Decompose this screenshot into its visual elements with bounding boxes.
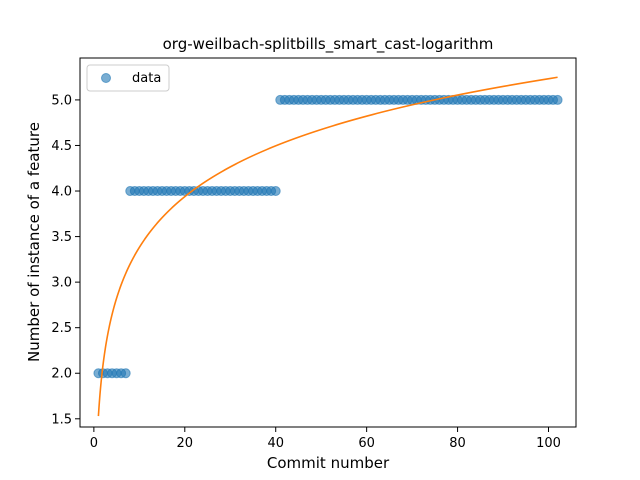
x-tick-label: 20 <box>177 436 194 451</box>
axes-frame <box>79 57 577 428</box>
legend-box <box>86 64 170 92</box>
x-tick-label: 40 <box>267 436 284 451</box>
legend-label-data: data <box>132 71 161 86</box>
y-tick-label: 3.5 <box>51 230 72 245</box>
x-tick-label: 0 <box>90 436 98 451</box>
y-axis: 1.5 2.0 2.5 3.0 3.5 4.0 4.5 5.0 <box>51 93 80 427</box>
fit-line <box>97 76 558 417</box>
data-point <box>120 368 131 379</box>
plot-area <box>93 76 563 417</box>
y-tick-label: 4.0 <box>51 185 72 200</box>
y-tick-label: 3.0 <box>51 276 72 291</box>
y-tick-label: 2.5 <box>51 321 72 336</box>
y-tick-label: 5.0 <box>51 93 72 108</box>
y-tick-label: 2.0 <box>51 367 72 382</box>
legend: data <box>86 64 170 92</box>
y-axis-label: Number of instance of a feature <box>25 122 43 362</box>
x-tick-label: 100 <box>536 436 561 451</box>
data-point <box>552 94 563 105</box>
legend-marker-data <box>101 73 111 83</box>
chart-title: org-weilbach-splitbills_smart_cast-logar… <box>163 35 494 54</box>
data-point <box>270 186 281 197</box>
x-axis-label: Commit number <box>267 454 390 472</box>
x-tick-label: 80 <box>449 436 466 451</box>
x-axis: 0 20 40 60 80 100 <box>90 427 561 451</box>
y-tick-label: 1.5 <box>51 412 72 427</box>
x-tick-label: 60 <box>358 436 375 451</box>
y-tick-label: 4.5 <box>51 139 72 154</box>
